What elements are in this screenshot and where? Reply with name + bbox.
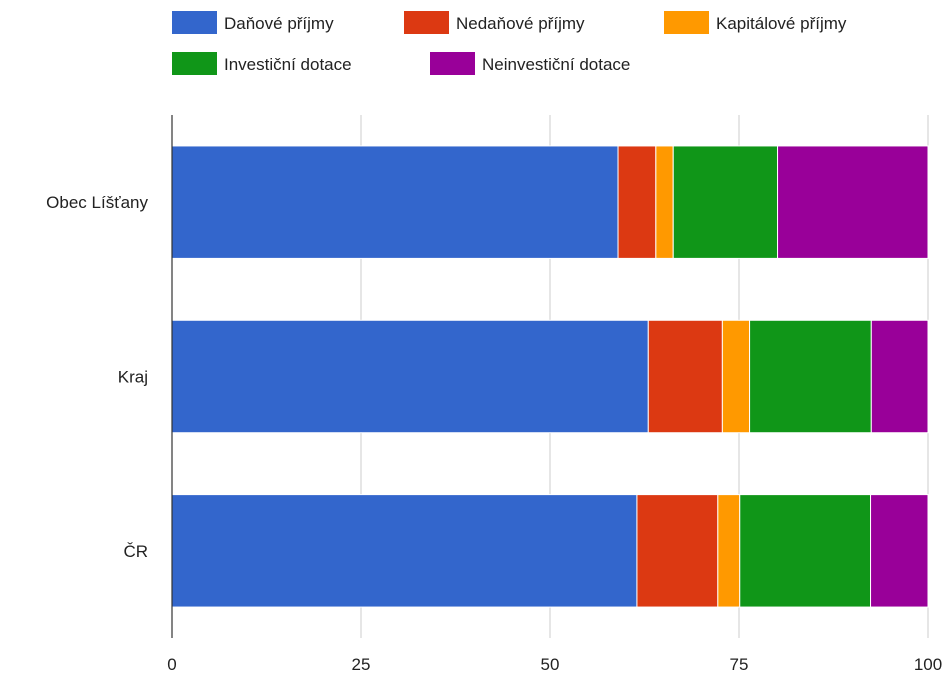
- bar-segment[interactable]: [672, 145, 779, 259]
- legend-label: Nedaňové příjmy: [456, 14, 585, 33]
- legend-label: Daňové příjmy: [224, 14, 334, 33]
- bar-segment[interactable]: [636, 494, 719, 608]
- legend-swatch: [404, 11, 449, 34]
- bar-segment[interactable]: [617, 145, 657, 259]
- bar-segment[interactable]: [171, 494, 638, 608]
- legend-item[interactable]: Investiční dotace: [172, 52, 352, 75]
- legend-item[interactable]: Daňové příjmy: [172, 11, 334, 34]
- bar-segment[interactable]: [749, 319, 872, 434]
- legend-swatch: [172, 52, 217, 75]
- x-tick-labels: 0 25 50 75 100: [167, 655, 942, 674]
- legend-swatch: [664, 11, 709, 34]
- x-tick-label: 0: [167, 655, 176, 674]
- legend-label: Neinvestiční dotace: [482, 55, 630, 74]
- bar-segment[interactable]: [739, 494, 872, 608]
- x-tick-label: 50: [541, 655, 560, 674]
- legend-swatch: [430, 52, 475, 75]
- x-tick-label: 25: [352, 655, 371, 674]
- bar-segment[interactable]: [870, 319, 929, 434]
- bar-segment[interactable]: [171, 145, 619, 259]
- x-tick-label: 75: [730, 655, 749, 674]
- legend-item[interactable]: Kapitálové příjmy: [664, 11, 847, 34]
- legend-label: Kapitálové příjmy: [716, 14, 847, 33]
- category-labels: Obec Líšťany Kraj ČR: [46, 193, 148, 561]
- bar-segment[interactable]: [717, 494, 741, 608]
- legend-label: Investiční dotace: [224, 55, 352, 74]
- category-label: Obec Líšťany: [46, 193, 148, 212]
- x-tick-label: 100: [914, 655, 942, 674]
- legend-swatch: [172, 11, 217, 34]
- bar-segment[interactable]: [721, 319, 751, 434]
- bar-segment[interactable]: [655, 145, 674, 259]
- bar-segment[interactable]: [870, 494, 929, 608]
- bars: [171, 145, 929, 608]
- legend[interactable]: Daňové příjmy Nedaňové příjmy Kapitálové p…: [172, 11, 847, 75]
- bar-segment[interactable]: [777, 145, 929, 259]
- bar-segment[interactable]: [171, 319, 649, 434]
- category-label: ČR: [123, 542, 148, 561]
- bar-segment[interactable]: [647, 319, 723, 434]
- legend-item[interactable]: Nedaňové příjmy: [404, 11, 585, 34]
- category-label: Kraj: [118, 368, 148, 387]
- legend-item[interactable]: Neinvestiční dotace: [430, 52, 630, 75]
